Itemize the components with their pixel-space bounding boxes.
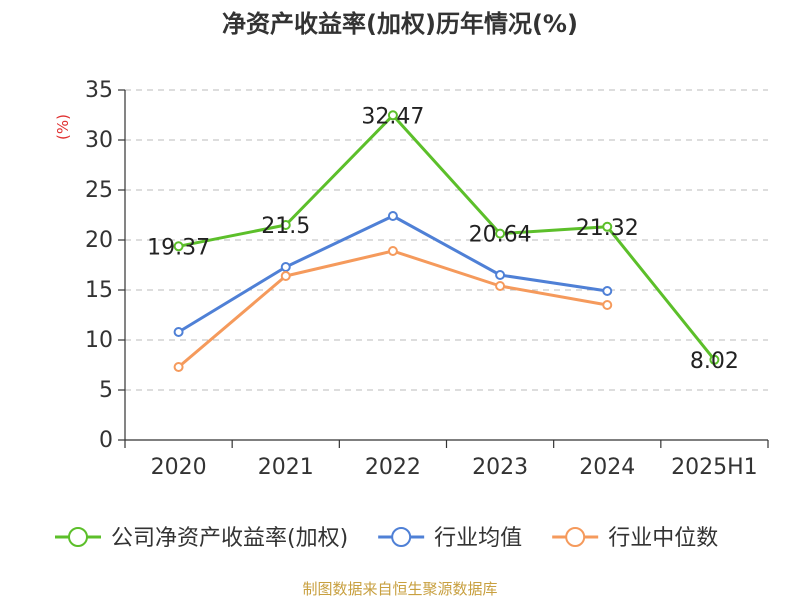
data-label: 19.37 [147, 235, 210, 260]
data-point [173, 327, 184, 337]
x-tick-label: 2023 [472, 455, 528, 480]
y-tick-labels: 0 5 10 15 20 25 30 35 [85, 78, 113, 453]
data-point [387, 110, 398, 121]
series-line [177, 249, 608, 369]
data-point [602, 221, 613, 232]
series-line [178, 113, 716, 361]
axes [118, 89, 769, 448]
data-label: 8.02 [690, 349, 739, 374]
x-tick-label: 2025H1 [671, 455, 758, 480]
data-point [280, 262, 291, 272]
data-point [173, 362, 184, 372]
x-tick-label: 2020 [151, 455, 207, 480]
data-point [495, 228, 506, 239]
y-tick-label: 5 [99, 378, 113, 403]
source-note: 制图数据来自恒生聚源数据库 [302, 580, 497, 598]
y-tick-label: 10 [85, 328, 113, 353]
x-tick-labels: 2020 2021 2022 2023 2024 2025H1 [151, 455, 758, 480]
data-labels: 19.37 21.5 32.47 20.64 21.32 8.02 [147, 104, 739, 374]
legend-label: 行业中位数 [608, 526, 718, 551]
y-tick-label: 25 [85, 178, 113, 203]
x-tick-label: 2022 [365, 455, 421, 480]
y-axis-label: (%) [54, 114, 72, 140]
data-point [709, 354, 720, 365]
data-point [495, 270, 506, 280]
data-point [280, 271, 291, 281]
chart-title: 净资产收益率(加权)历年情况(%) [222, 10, 578, 38]
y-tick-label: 0 [99, 428, 113, 453]
y-tick-label: 35 [85, 78, 113, 103]
legend-marker [565, 527, 586, 547]
legend: 公司净资产收益率(加权) 行业均值 行业中位数 [55, 526, 718, 551]
legend-label: 公司净资产收益率(加权) [111, 526, 348, 551]
grid-lines [125, 89, 768, 391]
data-point [602, 286, 613, 296]
data-label: 20.64 [469, 223, 532, 248]
x-tick-label: 2024 [579, 455, 635, 480]
data-label: 32.47 [361, 104, 424, 129]
data-point [387, 246, 398, 256]
legend-label: 行业均值 [434, 526, 522, 551]
data-point [173, 241, 184, 252]
y-tick-label: 20 [85, 228, 113, 253]
data-label: 21.32 [576, 216, 639, 241]
legend-marker [68, 527, 88, 547]
x-tick-label: 2021 [258, 455, 314, 480]
data-point [495, 281, 506, 291]
data-point [280, 220, 291, 230]
data-point [602, 300, 613, 310]
data-point [387, 211, 398, 221]
y-tick-label: 15 [85, 278, 113, 303]
series-lines [173, 110, 720, 372]
data-label: 21.5 [261, 214, 310, 239]
legend-marker [391, 527, 412, 547]
y-tick-label: 30 [85, 128, 113, 153]
